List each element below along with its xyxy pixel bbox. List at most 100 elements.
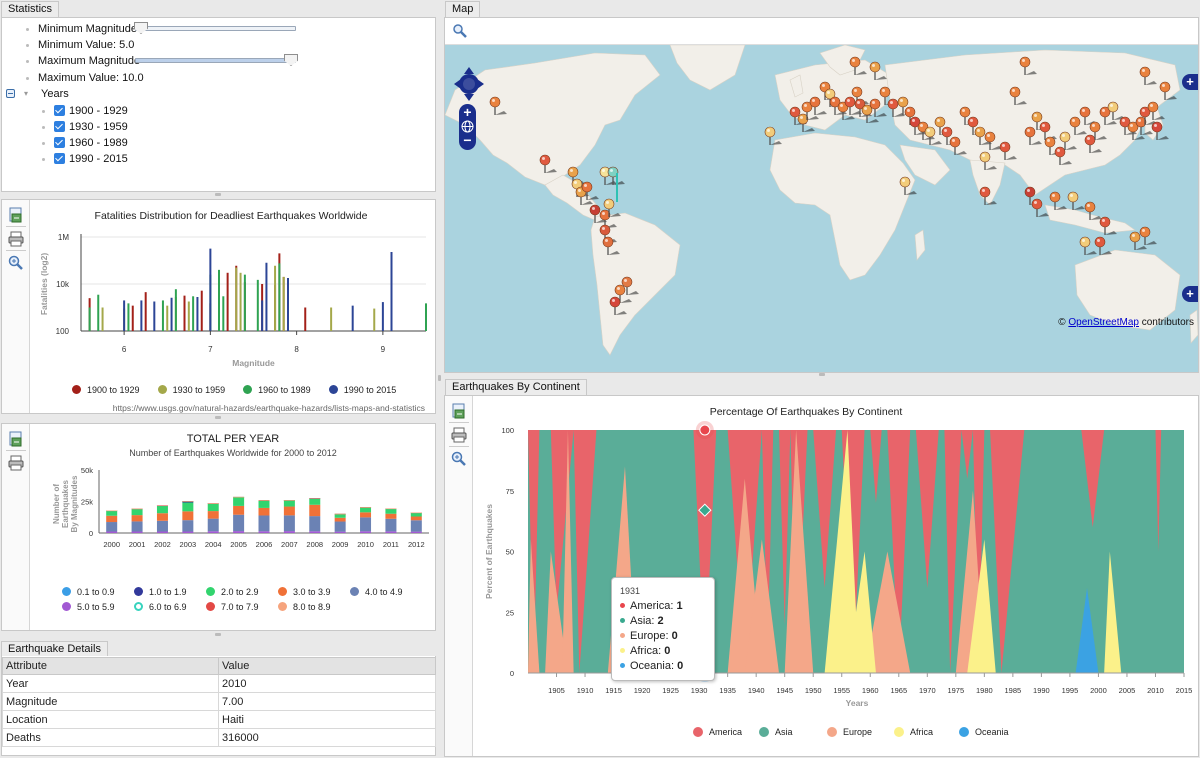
world-map[interactable] [445,45,1198,372]
min-magnitude-slider-knob[interactable] [134,22,148,34]
tooltip-series-dot [620,618,625,623]
legend-item[interactable]: 8.0 to 8.9 [278,602,331,612]
land-new-zealand [1189,309,1198,344]
print-icon[interactable] [7,230,25,248]
globe-icon[interactable] [461,120,474,136]
x-tick-label: 1980 [976,686,993,695]
tab-earthquake-details[interactable]: Earthquake Details [1,641,108,657]
tooltip-row: America: 1 [620,599,706,614]
legend-item[interactable]: 3.0 to 3.9 [278,587,331,597]
legend-label: Oceania [975,727,1009,737]
chart-title: Fatalities Distribution for Deadliest Ea… [95,210,368,222]
zoom-icon[interactable] [7,254,25,272]
split-handle[interactable] [215,633,221,636]
table-row[interactable]: Deaths 316000 [2,728,436,747]
earthquake-marker [1079,236,1097,255]
x-tick-label: 2015 [1176,686,1193,695]
area-africa-peak [824,430,859,673]
split-handle[interactable] [215,193,221,196]
max-magnitude-slider-knob[interactable] [284,54,298,66]
table-row[interactable]: Magnitude 7.00 [2,692,436,711]
zoom-in-icon[interactable]: + [463,104,472,120]
legend-item[interactable]: 1.0 to 1.9 [134,587,187,597]
zoom-out-icon[interactable]: − [463,132,472,148]
legend-label: 1930 to 1959 [172,385,226,395]
stacked-bar-segment [156,531,168,533]
year-checkbox[interactable] [54,153,65,164]
legend-label: 7.0 to 7.9 [221,602,259,612]
split-handle[interactable] [819,373,825,376]
stacked-bar-segment [334,513,346,518]
layer-switcher-button[interactable]: + [1182,74,1198,90]
chart-subtitle: Number of Earthquakes Worldwide for 2000… [129,448,336,458]
openstreetmap-link[interactable]: OpenStreetMap [1068,317,1139,328]
legend-item[interactable]: 1960 to 1989 [243,385,311,395]
legend-item[interactable]: 0.1 to 0.9 [62,587,115,597]
stacked-bar-segment [309,531,321,533]
map-panel: + − + + © OpenStreetMap contributors [444,17,1199,373]
table-row[interactable]: Year 2010 [2,674,436,693]
year-checkbox[interactable] [54,105,65,116]
print-icon[interactable] [450,426,468,444]
continent-chart[interactable]: Percentage Of Earthquakes By Continent02… [474,396,1198,756]
y-tick-label: 100 [501,426,514,435]
stacked-bar-segment [385,531,397,533]
legend-item[interactable]: 7.0 to 7.9 [206,602,259,612]
overview-map-button[interactable]: + [1182,286,1198,302]
earthquake-marker [489,96,507,115]
stacked-bar-segment [182,511,194,521]
column-header-value[interactable]: Value [218,657,436,675]
max-value-text: Maximum Value: 10.0 [38,72,144,84]
tab-map[interactable]: Map [445,1,481,17]
table-row[interactable]: Location Haiti [2,710,436,729]
legend-item[interactable]: 1990 to 2015 [328,385,396,395]
collapse-toggle-icon[interactable] [6,89,15,98]
map-attribution: © OpenStreetMap contributors [1058,317,1194,328]
legend-label: Africa [910,727,933,737]
y-tick-label: 75 [506,487,514,496]
export-icon[interactable] [7,430,25,448]
export-icon[interactable] [450,402,468,420]
stacked-bar-segment [360,507,372,508]
x-tick-label: 1990 [1033,686,1050,695]
zoom-icon[interactable] [450,450,468,468]
earthquake-marker [764,126,782,145]
export-icon[interactable] [7,206,25,224]
stacked-bar-segment [410,520,422,532]
legend-item[interactable]: 1930 to 1959 [157,385,226,395]
legend-item[interactable]: 5.0 to 5.9 [62,602,115,612]
earthquake-marker [869,61,887,80]
tooltip-row: Africa: 0 [620,644,706,659]
tab-statistics[interactable]: Statistics [1,1,60,17]
tooltip-row: Asia: 2 [620,614,706,629]
split-handle[interactable] [215,416,221,419]
x-tick-label: 6 [122,345,127,354]
legend-item[interactable]: 2.0 to 2.9 [206,587,259,597]
stacked-bar-segment [309,516,321,532]
x-tick-label: 1930 [691,686,708,695]
x-tick-label: 2010 [357,540,374,549]
max-magnitude-slider[interactable] [135,54,298,66]
split-handle[interactable] [438,375,441,381]
area-america-peak [1155,430,1162,552]
map-pan-control[interactable] [453,66,485,105]
earthquake-marker [1009,86,1027,105]
zoom-icon[interactable] [452,23,468,42]
min-magnitude-slider[interactable] [134,22,296,34]
stacked-bar-segment [207,511,219,519]
legend-item[interactable]: 1900 to 1929 [72,385,140,395]
column-header-attribute[interactable]: Attribute [2,657,219,675]
source-link[interactable]: https://www.usgs.gov/natural-hazards/ear… [112,403,425,413]
chart-toolbar [2,200,30,413]
x-tick-label: 1960 [862,686,879,695]
attribute-cell: Magnitude [2,692,219,711]
x-tick-label: 2009 [332,540,349,549]
legend-item[interactable]: 6.0 to 6.9 [134,602,187,612]
tab-earthquakes-by-continent[interactable]: Earthquakes By Continent [445,379,587,395]
x-tick-label: 2006 [256,540,273,549]
legend-item[interactable]: 4.0 to 4.9 [350,587,403,597]
year-checkbox[interactable] [54,137,65,148]
area-america-peak [813,430,837,588]
print-icon[interactable] [7,454,25,472]
year-checkbox[interactable] [54,121,65,132]
